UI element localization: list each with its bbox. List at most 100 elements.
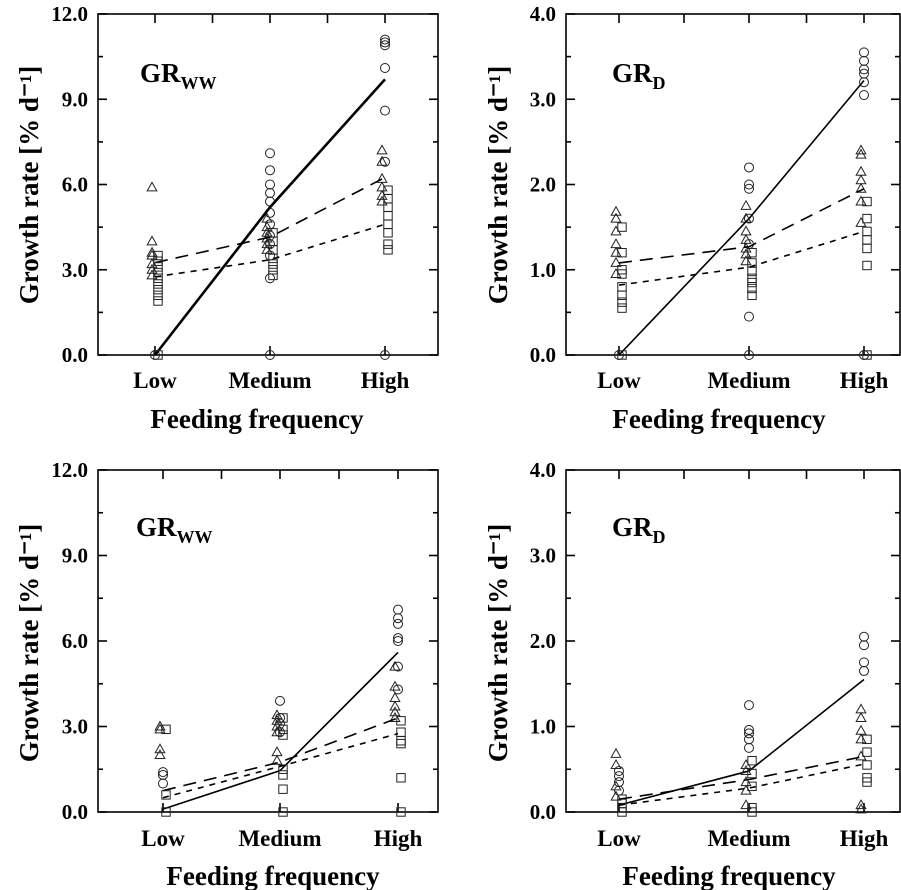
x-category-label: Low xyxy=(597,826,641,851)
data-point-triangle xyxy=(271,726,283,737)
data-point-triangle xyxy=(855,148,867,159)
data-point-square xyxy=(862,747,872,757)
data-point-triangle xyxy=(376,189,388,200)
series-line-long-dash xyxy=(618,188,865,264)
data-point-triangle xyxy=(146,181,158,192)
data-point-triangle xyxy=(271,754,283,765)
data-point-circle xyxy=(744,700,754,711)
y-tick-label: 9.0 xyxy=(62,544,88,568)
data-point-circle xyxy=(744,183,754,194)
y-tick-label: 4.0 xyxy=(530,458,556,482)
series-line-solid xyxy=(618,79,865,356)
data-point-square xyxy=(161,724,171,735)
data-point-triangle xyxy=(376,181,388,192)
data-point-square xyxy=(278,713,288,723)
data-point-circle xyxy=(380,40,390,51)
data-point-triangle xyxy=(855,733,867,744)
panel-gr-d-bottom: Growth rate [% d⁻¹] Feeding frequency GR… xyxy=(483,458,901,890)
panel-title: GRWW xyxy=(140,58,217,93)
data-point-square xyxy=(747,781,757,792)
data-point-square xyxy=(747,283,757,294)
data-point-triangle xyxy=(610,225,622,236)
data-point-square xyxy=(153,350,163,360)
data-point-square xyxy=(747,807,757,817)
data-point-circle xyxy=(265,188,275,199)
data-point-square xyxy=(383,239,393,249)
data-point-triangle xyxy=(610,790,622,801)
data-point-triangle xyxy=(610,238,622,249)
series-line-short-dash xyxy=(154,223,386,278)
data-point-circle xyxy=(380,34,390,45)
data-point-triangle xyxy=(154,748,166,759)
data-point-triangle xyxy=(740,758,752,769)
data-point-circle xyxy=(393,604,403,615)
data-point-circle xyxy=(744,162,754,173)
data-point-circle xyxy=(744,724,754,735)
data-point-circle xyxy=(393,661,403,672)
data-point-triangle xyxy=(740,255,752,266)
data-point-square xyxy=(617,807,627,817)
data-point-circle xyxy=(744,742,754,753)
data-point-triangle xyxy=(855,144,867,155)
data-point-square xyxy=(278,807,288,817)
data-point-triangle xyxy=(740,799,752,810)
data-point-triangle xyxy=(855,216,867,227)
data-point-triangle xyxy=(855,803,867,814)
data-point-triangle xyxy=(146,263,158,274)
data-point-triangle xyxy=(261,243,273,254)
data-point-square xyxy=(617,222,627,232)
data-point-circle xyxy=(859,68,869,79)
data-point-circle xyxy=(393,684,403,695)
x-category-label: Medium xyxy=(707,826,790,851)
data-point-square xyxy=(153,290,163,301)
y-tick-label: 12.0 xyxy=(51,2,88,26)
data-point-square xyxy=(268,265,278,275)
data-point-square xyxy=(153,296,163,306)
data-point-circle xyxy=(265,165,275,176)
data-point-square xyxy=(617,290,627,301)
data-point-square xyxy=(383,228,393,238)
data-point-square xyxy=(153,273,163,283)
data-point-circle xyxy=(265,250,275,261)
x-category-label: High xyxy=(374,826,423,851)
data-point-circle xyxy=(744,311,754,322)
data-point-triangle xyxy=(855,711,867,722)
series-line-short-dash xyxy=(618,763,865,806)
panel-gr-ww-top: Growth rate [% d⁻¹] Feeding frequency GR… xyxy=(14,2,439,434)
x-category-label: Low xyxy=(141,826,185,851)
panel-gr-ww-bottom: Growth rate [% d⁻¹] Feeding frequency GR… xyxy=(14,458,439,890)
y-tick-label: 3.0 xyxy=(62,258,88,282)
data-point-triangle xyxy=(610,780,622,791)
data-point-triangle xyxy=(271,714,283,725)
data-point-circle xyxy=(265,148,275,159)
data-point-circle xyxy=(265,273,275,284)
y-axis-label: Growth rate [% d⁻¹] xyxy=(14,66,44,305)
data-point-triangle xyxy=(146,235,158,246)
data-point-triangle xyxy=(389,711,401,722)
series-line-solid xyxy=(618,678,865,806)
data-point-triangle xyxy=(261,226,273,237)
data-point-circle xyxy=(380,62,390,73)
data-point-triangle xyxy=(389,680,401,691)
data-point-triangle xyxy=(855,182,867,193)
data-point-square xyxy=(747,266,757,277)
data-point-square xyxy=(862,777,872,787)
y-tick-label: 2.0 xyxy=(530,173,556,197)
panel-title-subscript: D xyxy=(653,527,666,547)
x-axis-label: Feeding frequency xyxy=(612,404,826,434)
data-point-triangle xyxy=(146,258,158,269)
data-point-circle xyxy=(859,55,869,66)
data-point-triangle xyxy=(855,703,867,714)
y-tick-label: 3.0 xyxy=(530,544,556,568)
data-point-square xyxy=(396,773,406,783)
data-point-circle xyxy=(158,767,168,778)
y-tick-label: 9.0 xyxy=(62,87,88,111)
data-point-square xyxy=(383,211,393,221)
data-point-square xyxy=(268,259,278,269)
y-tick-label: 1.0 xyxy=(530,258,556,282)
data-point-triangle xyxy=(740,764,752,775)
y-tick-label: 6.0 xyxy=(62,629,88,653)
data-point-square xyxy=(161,807,171,817)
panel-gr-d-top: Growth rate [% d⁻¹] Feeding frequency GR… xyxy=(483,2,901,434)
panel-title-main: GR xyxy=(612,512,653,542)
